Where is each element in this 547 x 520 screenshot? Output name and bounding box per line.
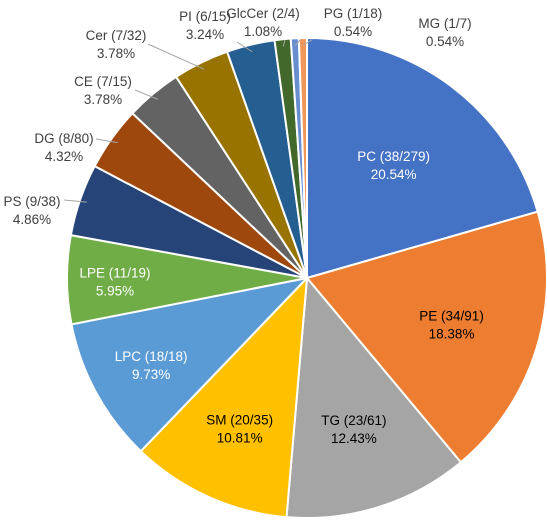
slice-name-label-11: GlcCer (2/4) [226, 6, 300, 21]
slice-name-label-8: CE (7/15) [74, 74, 132, 89]
slice-name-label-5: LPE (11/19) [79, 265, 150, 280]
leader-line-9 [147, 43, 205, 70]
slice-percent-label-1: 18.38% [429, 326, 475, 341]
slice-percent-label-13: 0.54% [426, 34, 464, 49]
leader-line-7 [95, 138, 118, 144]
slice-percent-label-9: 3.78% [97, 46, 135, 61]
pie-slice-2 [285, 275, 463, 519]
leader-line-12 [294, 39, 301, 46]
slice-percent-label-8: 3.78% [84, 92, 122, 107]
slices-layer [66, 36, 547, 519]
slice-percent-label-7: 4.32% [45, 149, 83, 164]
slice-name-label-6: PS (9/38) [3, 194, 60, 209]
slice-percent-label-6: 4.86% [13, 212, 51, 227]
slice-name-label-0: PC (38/279) [357, 149, 430, 164]
slice-percent-label-2: 12.43% [331, 431, 377, 446]
slice-name-label-10: PI (6/15) [179, 9, 231, 24]
pie-slice-1 [305, 210, 547, 464]
leader-line-6 [63, 199, 87, 203]
slice-percent-label-5: 5.95% [96, 283, 134, 298]
slice-percent-label-11: 1.08% [244, 24, 282, 39]
slice-name-label-4: LPC (18/18) [115, 349, 188, 364]
slice-name-label-2: TG (23/61) [321, 413, 386, 428]
pie-slice-3 [139, 275, 309, 519]
leader-line-8 [134, 89, 158, 100]
slice-name-label-7: DG (8/80) [34, 131, 93, 146]
slice-name-label-3: SM (20/35) [206, 413, 273, 428]
pie-slice-0 [306, 36, 539, 280]
leader-line-11 [282, 39, 286, 47]
leader-lines-layer [63, 39, 313, 203]
slice-name-label-12: PG (1/18) [324, 6, 383, 21]
slice-percent-label-0: 20.54% [371, 167, 417, 182]
slice-name-label-9: Cer (7/32) [86, 28, 147, 43]
leader-line-10 [236, 41, 253, 53]
pie-slice-13 [297, 36, 308, 279]
leader-line-13 [302, 39, 313, 46]
slice-name-label-1: PE (34/91) [419, 308, 484, 323]
slice-percent-label-12: 0.54% [334, 24, 372, 39]
slice-percent-label-10: 3.24% [186, 27, 224, 42]
pie-slice-4 [70, 276, 310, 453]
slice-percent-label-4: 9.73% [132, 367, 170, 382]
slice-name-label-13: MG (1/7) [418, 16, 471, 31]
labels-layer: PC (38/279) 20.54% PE (34/91) 18.38% TG (23/… [3, 6, 483, 446]
slice-percent-label-3: 10.81% [217, 431, 263, 446]
